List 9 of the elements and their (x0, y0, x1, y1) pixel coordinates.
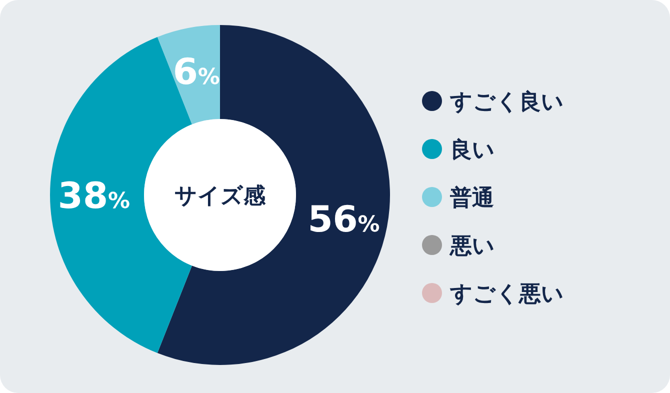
legend-label: 悪い (449, 234, 495, 259)
data-label: 6% (172, 52, 220, 94)
text: サイズ感 (174, 184, 266, 209)
legend-label: すごく良い (449, 89, 564, 115)
data-label: 38% (58, 176, 130, 217)
data-label: 56% (308, 200, 380, 241)
legend-label: すごく悪い (449, 282, 564, 307)
legend-label: 普通 (449, 185, 494, 211)
legend-label: 良い (450, 137, 495, 163)
